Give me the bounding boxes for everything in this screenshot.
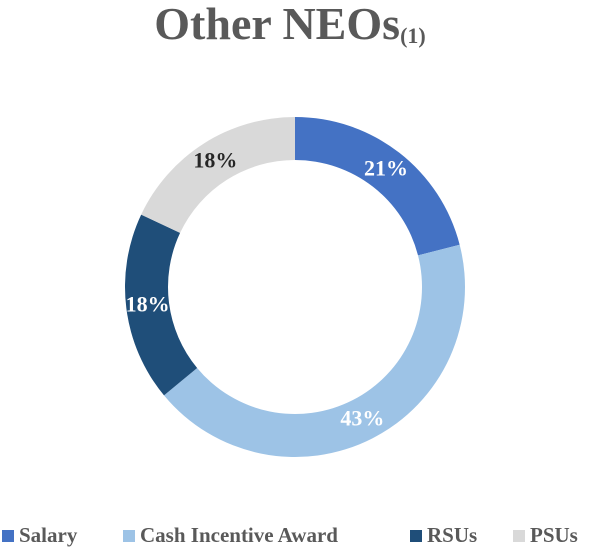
data-label: 18%: [126, 292, 170, 317]
donut-slice: [295, 117, 460, 256]
donut-slice: [164, 244, 466, 458]
donut-slice: [141, 117, 295, 233]
title-note: (1): [400, 23, 426, 48]
legend-label: Salary: [19, 523, 78, 547]
data-label: 43%: [340, 405, 384, 430]
legend-swatch: [410, 530, 422, 542]
title-text: Other NEOs: [154, 0, 400, 49]
chart-title: Other NEOs(1): [154, 0, 425, 49]
data-label: 21%: [364, 156, 408, 181]
donut-slice: [124, 214, 198, 396]
legend-swatch: [2, 530, 14, 542]
data-label: 18%: [193, 148, 237, 173]
legend-label: PSUs: [530, 523, 578, 547]
legend-swatch: [123, 530, 135, 542]
legend-label: Cash Incentive Award: [140, 523, 338, 547]
legend-label: RSUs: [427, 523, 477, 547]
legend-swatch: [513, 530, 525, 542]
